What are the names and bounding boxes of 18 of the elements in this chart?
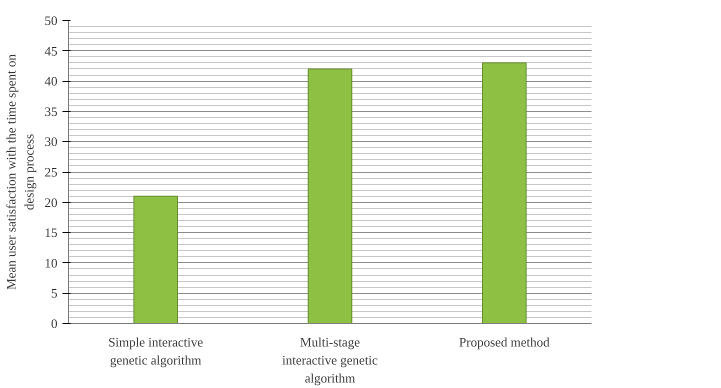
- y-tick-label: 50: [44, 13, 58, 28]
- y-tick-label: 0: [51, 316, 58, 331]
- y-tick-label: 30: [44, 134, 58, 150]
- y-tick-label: 35: [44, 104, 58, 119]
- y-tick-label: 45: [44, 43, 58, 58]
- x-tick-label: Multi-stage interactive genetic algorithm: [282, 334, 378, 386]
- y-tick-label: 25: [44, 164, 58, 180]
- bar: [133, 196, 178, 324]
- y-tick-label: 20: [44, 194, 58, 210]
- y-axis-title: Mean user satisfaction with the time spent on design process: [4, 54, 36, 290]
- x-tick-label: Simple interactive genetic algorithm: [108, 334, 204, 368]
- bar: [308, 68, 352, 324]
- x-tick-label: Proposed method: [459, 334, 550, 350]
- y-tick-label: 5: [51, 286, 58, 301]
- y-tick-label: 15: [44, 225, 58, 240]
- y-tick-label: 40: [44, 74, 58, 89]
- bar: [482, 62, 527, 324]
- y-tick-label: 10: [44, 255, 58, 270]
